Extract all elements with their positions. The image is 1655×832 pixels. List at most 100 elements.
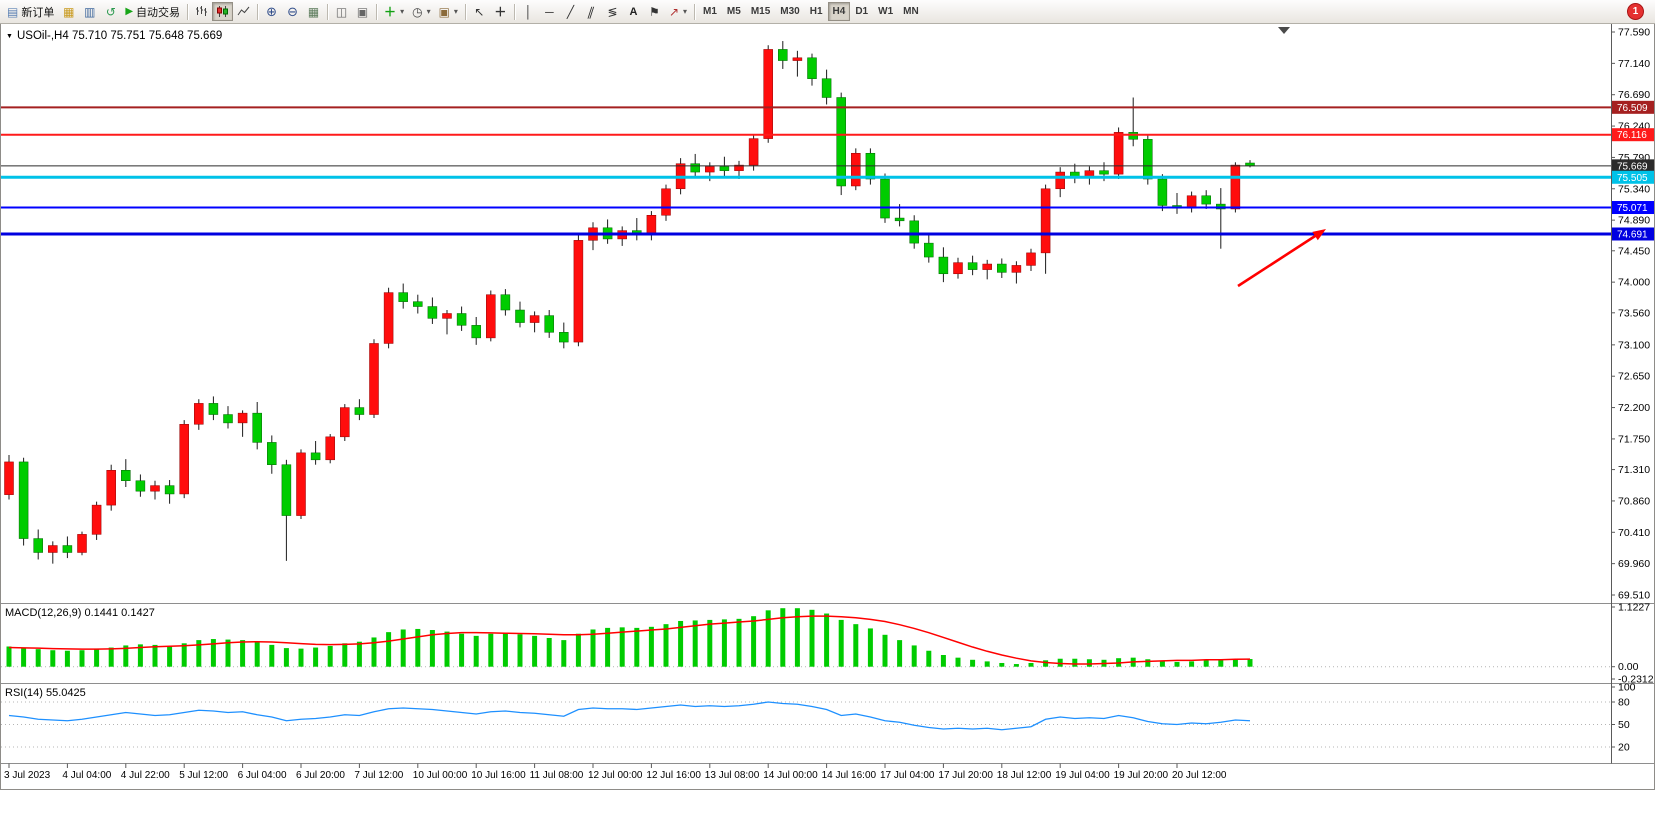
svg-text:10 Jul 00:00: 10 Jul 00:00 [413,770,468,781]
svg-text:71.750: 71.750 [1618,433,1650,445]
label-flag-icon: ⚑ [649,4,660,19]
svg-text:19 Jul 20:00: 19 Jul 20:00 [1114,770,1169,781]
trendline-tool-button[interactable]: ╱ [560,2,581,21]
refresh-button[interactable]: ↺ [100,2,121,21]
svg-text:11 Jul 08:00: 11 Jul 08:00 [530,770,584,781]
svg-text:100: 100 [1618,682,1636,694]
horizontal-line-icon: ─ [545,4,554,19]
cascade-windows-button[interactable]: ◫ [331,2,352,21]
bar-chart-button[interactable] [191,2,212,21]
svg-text:4 Jul 22:00: 4 Jul 22:00 [121,770,170,781]
svg-text:1.1227: 1.1227 [1618,602,1650,614]
timeframe-d1-button[interactable]: D1 [850,2,873,21]
crosshair-icon: ＋ [494,4,507,19]
arrange-windows-button[interactable]: ▣ [352,2,373,21]
svg-text:74.890: 74.890 [1618,215,1650,227]
zoom-in-icon: ⊕ [266,3,277,19]
timeframe-mn-button[interactable]: MN [898,2,924,21]
svg-text:76.116: 76.116 [1617,130,1647,141]
template-icon: ▣ [438,4,450,19]
arrow-shape-icon: ↗ [668,4,679,19]
horizontal-line-tool-button[interactable]: ─ [539,2,560,21]
data-window-icon: ▥ [84,4,96,19]
new-order-icon: ▤ [7,4,19,19]
auto-trading-play-icon: ▶ [125,5,134,17]
toolbar-separator [327,3,329,20]
svg-text:75.071: 75.071 [1617,203,1648,214]
add-indicator-button[interactable]: ＋ ▾ [380,2,408,21]
svg-text:12 Jul 16:00: 12 Jul 16:00 [646,770,701,781]
fibonacci-tool-button[interactable]: ≶ [602,2,623,21]
market-watch-button[interactable]: ▦ [58,2,79,21]
svg-text:73.100: 73.100 [1618,339,1650,351]
svg-text:71.310: 71.310 [1618,464,1650,476]
svg-text:70.410: 70.410 [1618,527,1650,539]
svg-text:74.000: 74.000 [1618,277,1650,289]
vertical-line-tool-button[interactable]: │ [518,2,539,21]
svg-text:17 Jul 04:00: 17 Jul 04:00 [880,770,935,781]
svg-text:3 Jul 2023: 3 Jul 2023 [4,770,51,781]
channel-tool-button[interactable]: ∥ [581,2,602,21]
svg-text:76.690: 76.690 [1618,89,1650,101]
notification-badge[interactable]: 1 [1627,3,1644,20]
timeframe-w1-button[interactable]: W1 [873,2,898,21]
bar-chart-icon [196,6,208,16]
svg-text:69.960: 69.960 [1618,558,1650,570]
data-window-button[interactable]: ▥ [79,2,100,21]
timeframe-h1-button[interactable]: H1 [805,2,828,21]
zoom-out-icon: ⊖ [287,3,298,19]
svg-text:72.650: 72.650 [1618,371,1650,383]
chart-title: USOil-,H4 75.710 75.751 75.648 75.669 [17,30,222,42]
zoom-in-button[interactable]: ⊕ [261,2,282,21]
auto-trading-button[interactable]: ▶ 自动交易 [121,2,184,21]
templates-button[interactable]: ▣ ▾ [435,2,462,21]
svg-text:75.505: 75.505 [1617,173,1648,184]
svg-text:77.590: 77.590 [1618,27,1650,39]
tile-windows-button[interactable]: ▦ [303,2,324,21]
svg-text:14 Jul 00:00: 14 Jul 00:00 [763,770,818,781]
candlestick-chart-button[interactable] [212,2,234,21]
svg-text:75.669: 75.669 [1617,161,1648,172]
new-order-label: 新订单 [21,6,55,19]
data-window-toggle-icon[interactable]: ▼ [6,33,13,40]
arrange-windows-icon: ▣ [356,4,369,19]
svg-text:76.509: 76.509 [1617,103,1648,114]
market-watch-icon: ▦ [63,4,75,19]
svg-text:20: 20 [1618,742,1630,754]
svg-text:69.510: 69.510 [1618,590,1650,602]
timeframe-m15-button[interactable]: M15 [746,2,775,21]
svg-text:12 Jul 00:00: 12 Jul 00:00 [588,770,643,781]
timeframe-h4-button[interactable]: H4 [827,2,851,21]
svg-text:74.450: 74.450 [1618,245,1650,257]
crosshair-button[interactable]: ＋ [490,2,511,21]
shapes-tool-button[interactable]: ↗ ▾ [665,2,691,21]
trendline-icon: ╱ [566,4,575,19]
text-tool-button[interactable]: A [623,2,644,21]
svg-text:77.140: 77.140 [1618,58,1650,70]
svg-text:13 Jul 08:00: 13 Jul 08:00 [705,770,760,781]
svg-text:70.860: 70.860 [1618,495,1650,507]
periods-button[interactable]: ◷ ▾ [408,2,435,21]
new-order-button[interactable]: ▤ 新订单 [3,2,58,21]
timeframe-m30-button[interactable]: M30 [775,2,804,21]
timeframe-m1-button[interactable]: M1 [698,2,722,21]
svg-text:14 Jul 16:00: 14 Jul 16:00 [822,770,877,781]
svg-text:5 Jul 12:00: 5 Jul 12:00 [179,770,228,781]
line-chart-button[interactable] [233,2,254,21]
svg-text:6 Jul 20:00: 6 Jul 20:00 [296,770,345,781]
zoom-out-button[interactable]: ⊖ [282,2,303,21]
svg-text:75.340: 75.340 [1618,183,1650,195]
text-tool-icon: A [629,5,638,18]
svg-text:80: 80 [1618,697,1630,709]
svg-text:10 Jul 16:00: 10 Jul 16:00 [471,770,526,781]
svg-text:0.00: 0.00 [1618,661,1639,673]
label-tool-button[interactable]: ⚑ [644,2,665,21]
svg-text:50: 50 [1618,719,1630,731]
timeframe-m5-button[interactable]: M5 [722,2,746,21]
cursor-button[interactable]: ↖ [469,2,490,21]
svg-text:7 Jul 12:00: 7 Jul 12:00 [354,770,403,781]
price-chart[interactable]: ▼ USOil-,H4 75.710 75.751 75.648 75.669 … [1,24,1655,787]
tile-windows-icon: ▦ [307,4,320,19]
cursor-icon: ↖ [474,4,485,19]
svg-text:19 Jul 04:00: 19 Jul 04:00 [1055,770,1110,781]
